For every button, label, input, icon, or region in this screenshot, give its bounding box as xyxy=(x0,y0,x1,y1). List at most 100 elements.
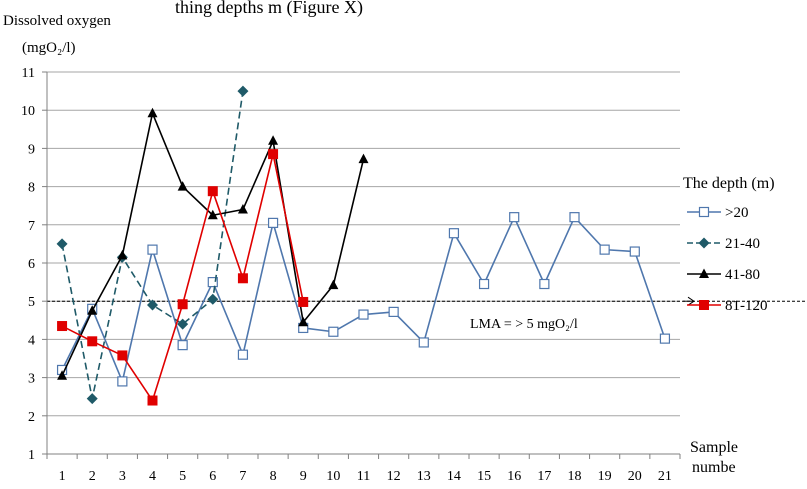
x-tick-label-4: 4 xyxy=(149,469,156,484)
y-tick-label-5: 5 xyxy=(28,295,35,310)
series-3-point-3 xyxy=(117,350,128,361)
legend-label-3: 81-120 xyxy=(725,298,768,314)
x-tick-label-6: 6 xyxy=(209,469,216,484)
x-tick-label-1: 1 xyxy=(59,469,66,484)
x-tick-label-11: 11 xyxy=(357,469,370,484)
x-tick-label-15: 15 xyxy=(477,469,491,484)
series-2-point-5 xyxy=(177,181,188,191)
series-0-point-8 xyxy=(267,217,279,228)
legend-swatch-marker-1 xyxy=(698,237,710,249)
y-tick-label-3: 3 xyxy=(28,372,35,387)
series-3-point-9 xyxy=(298,296,309,307)
series-0-point-4 xyxy=(147,244,158,255)
x-axis-title-line2: numbe xyxy=(692,459,736,476)
series-2-point-11 xyxy=(358,153,369,164)
series-3-point-8 xyxy=(268,149,279,160)
series-0-point-5 xyxy=(177,340,188,351)
legend-swatch-marker-0 xyxy=(698,206,710,218)
series-1-point-5 xyxy=(177,318,189,330)
x-tick-label-14: 14 xyxy=(447,469,461,484)
series-2 xyxy=(57,107,369,380)
series-2-point-8 xyxy=(268,135,279,145)
x-tick-label-2: 2 xyxy=(89,469,96,484)
x-tick-label-21: 21 xyxy=(658,469,672,484)
legend-title: The depth (m) xyxy=(683,175,775,192)
series-0-point-11 xyxy=(358,309,369,320)
reference-line-label: LMA = > 5 mgO₂/l xyxy=(470,317,578,332)
series-0-point-16 xyxy=(509,212,520,223)
y-tick-label-10: 10 xyxy=(21,104,35,119)
x-tick-label-8: 8 xyxy=(270,469,277,484)
series-layer xyxy=(56,85,671,406)
y-tick-label-7: 7 xyxy=(28,219,35,234)
series-3-line xyxy=(61,153,304,402)
legend-entry-3: 81-120 xyxy=(687,298,768,314)
legend-label-2: 41-80 xyxy=(725,267,760,283)
series-0-point-13 xyxy=(418,337,429,348)
series-2-point-10 xyxy=(328,279,339,290)
series-1-point-2 xyxy=(86,393,98,405)
legend-swatch-marker-3 xyxy=(699,300,709,310)
legend-swatch-marker-2 xyxy=(699,268,709,278)
series-1-point-4 xyxy=(147,299,158,311)
x-tick-label-7: 7 xyxy=(239,469,246,484)
series-0-point-18 xyxy=(569,212,580,223)
legend-label-1: 21-40 xyxy=(725,236,760,252)
reference-arrow-head xyxy=(687,296,695,306)
series-2-point-9 xyxy=(298,316,309,327)
y-tick-label-4: 4 xyxy=(28,333,35,348)
x-tick-label-12: 12 xyxy=(387,469,401,484)
legend-entry-1: 21-40 xyxy=(687,236,760,252)
series-3 xyxy=(57,149,309,406)
series-2-point-3 xyxy=(117,249,128,260)
x-tick-label-20: 20 xyxy=(628,469,642,484)
series-1-point-6 xyxy=(207,293,219,305)
series-3-point-2 xyxy=(87,336,98,347)
legend-entry-0: >20 xyxy=(687,205,748,221)
gridlines xyxy=(47,71,680,455)
series-2-point-7 xyxy=(237,204,248,214)
y-tick-label-8: 8 xyxy=(28,181,35,196)
series-0-point-10 xyxy=(328,326,339,337)
y-tick-label-1: 1 xyxy=(28,448,35,463)
x-tick-label-13: 13 xyxy=(417,469,431,484)
series-0-point-7 xyxy=(237,349,249,360)
x-tick-label-16: 16 xyxy=(507,469,521,484)
x-tick-label-10: 10 xyxy=(326,469,340,484)
series-2-point-6 xyxy=(207,209,218,220)
series-3-point-1 xyxy=(57,321,68,332)
x-tick-label-9: 9 xyxy=(300,469,307,484)
y-axis-unit: (mgO₂/l) xyxy=(22,40,76,56)
series-3-point-7 xyxy=(237,273,248,284)
series-0-point-6 xyxy=(207,277,218,288)
series-2-point-4 xyxy=(147,107,158,118)
series-0-point-3 xyxy=(117,376,128,387)
series-3-point-5 xyxy=(177,299,188,310)
series-1-point-7 xyxy=(237,85,249,97)
series-3-point-6 xyxy=(207,186,218,197)
y-tick-label-6: 6 xyxy=(28,257,35,272)
series-0-point-20 xyxy=(629,246,640,257)
series-0-point-15 xyxy=(478,278,490,290)
header-fragment: thing depths m (Figure X) xyxy=(175,0,363,18)
series-0-point-17 xyxy=(539,278,550,290)
series-1-point-1 xyxy=(56,238,68,250)
x-tick-label-17: 17 xyxy=(537,469,551,484)
x-axis-title-line1: Sample xyxy=(690,439,738,456)
x-tick-label-5: 5 xyxy=(179,469,186,484)
legend: The depth (m) >20 21-40 41-80 81-120 xyxy=(683,175,775,314)
x-tick-label-3: 3 xyxy=(119,469,126,484)
y-tick-label-9: 9 xyxy=(28,142,35,157)
series-2-point-1 xyxy=(57,370,68,380)
series-0-point-19 xyxy=(599,244,610,255)
series-0-point-14 xyxy=(448,228,460,239)
reference-line: LMA = > 5 mgO₂/l xyxy=(47,296,805,332)
series-2-line xyxy=(61,112,365,377)
x-tick-label-19: 19 xyxy=(598,469,612,484)
series-2-point-2 xyxy=(87,305,98,315)
legend-entry-2: 41-80 xyxy=(687,267,760,283)
y-axis-title: Dissolved oxygen xyxy=(3,13,111,29)
y-tick-label-2: 2 xyxy=(28,410,35,425)
y-tick-label-11: 11 xyxy=(22,66,35,81)
